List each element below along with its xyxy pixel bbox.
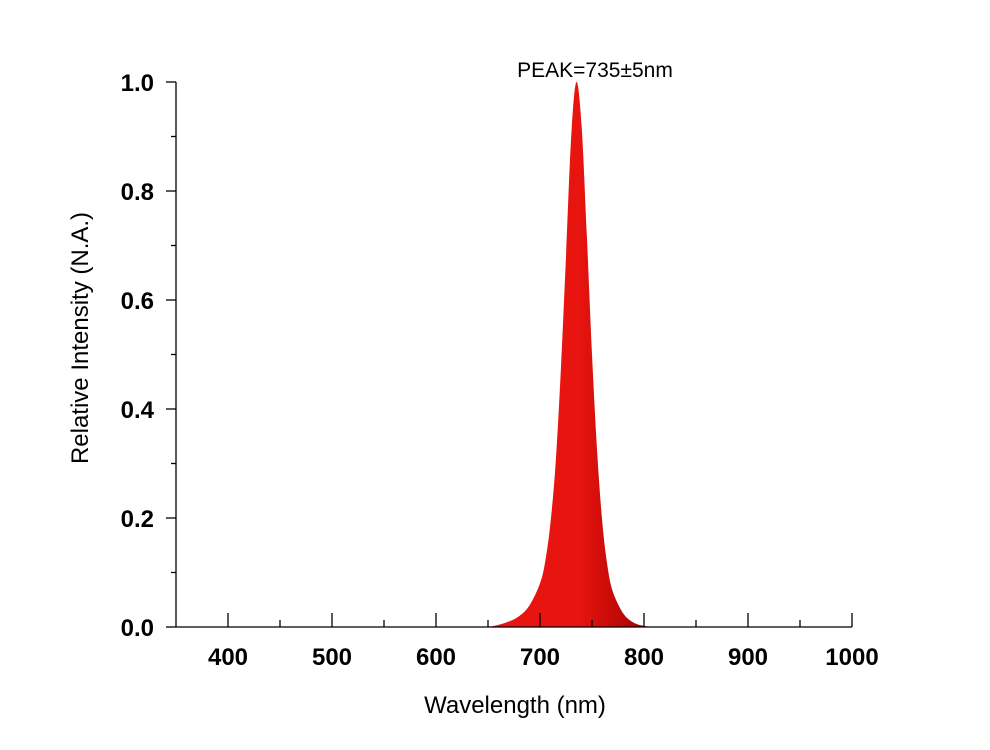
x-tick-label: 800 [624, 644, 664, 671]
y-tick-label: 0.0 [121, 615, 154, 642]
plot-area [488, 81, 655, 627]
x-tick-label: 700 [520, 644, 560, 671]
spectrum-area [488, 81, 655, 627]
x-tick-label: 900 [728, 644, 768, 671]
y-ticks: 0.0 0.2 0.4 0.6 0.8 1.0 [121, 70, 176, 642]
x-tick-label: 1000 [825, 644, 878, 671]
y-tick-label: 1.0 [121, 70, 154, 97]
x-axis-title: Wavelength (nm) [424, 692, 606, 719]
y-tick-label: 0.6 [121, 288, 154, 315]
peak-annotation: PEAK=735±5nm [517, 59, 673, 82]
y-tick-label: 0.8 [121, 179, 154, 206]
y-tick-label: 0.4 [121, 397, 155, 424]
y-tick-label: 0.2 [121, 506, 154, 533]
axes: 400 500 600 700 800 900 1000 0.0 0.2 0.4 0.6 0.8 1.… [121, 70, 879, 671]
x-tick-label: 600 [416, 644, 456, 671]
x-tick-label: 500 [312, 644, 352, 671]
x-ticks: 400 500 600 700 800 900 1000 [208, 613, 879, 671]
y-axis-title: Relative Intensity (N.A.) [67, 212, 94, 464]
x-tick-label: 400 [208, 644, 248, 671]
